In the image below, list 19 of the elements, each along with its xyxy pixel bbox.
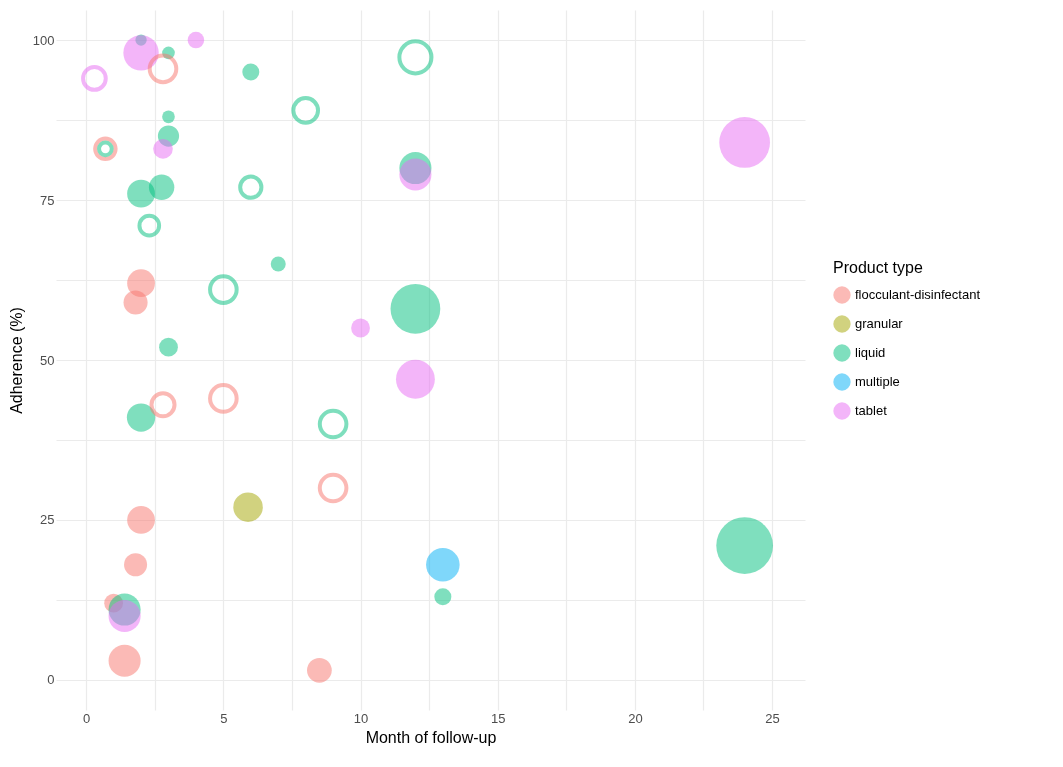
legend-label: granular	[855, 316, 904, 331]
x-tick-label: 0	[83, 710, 91, 726]
y-tick-label: 50	[40, 352, 55, 368]
x-tick-label: 10	[353, 710, 369, 726]
y-tick-label: 75	[40, 192, 55, 208]
legend-label: liquid	[855, 345, 886, 360]
x-tick-label: 20	[628, 710, 643, 726]
y-tick-label: 0	[47, 672, 55, 688]
y-tick-label: 25	[40, 512, 55, 528]
x-tick-label: 15	[490, 710, 506, 726]
x-axis-title: Month of follow-up	[365, 728, 497, 746]
legend-title: Product type	[833, 259, 923, 276]
x-tick-label: 25	[765, 710, 780, 726]
legend-label: tablet	[855, 403, 888, 418]
y-axis-title: Adherence (%)	[7, 307, 25, 414]
legend-label: multiple	[855, 374, 900, 389]
legend-label: flocculant-disinfectant	[855, 287, 981, 302]
x-tick-label: 5	[220, 710, 228, 726]
y-tick-label: 100	[32, 32, 55, 48]
